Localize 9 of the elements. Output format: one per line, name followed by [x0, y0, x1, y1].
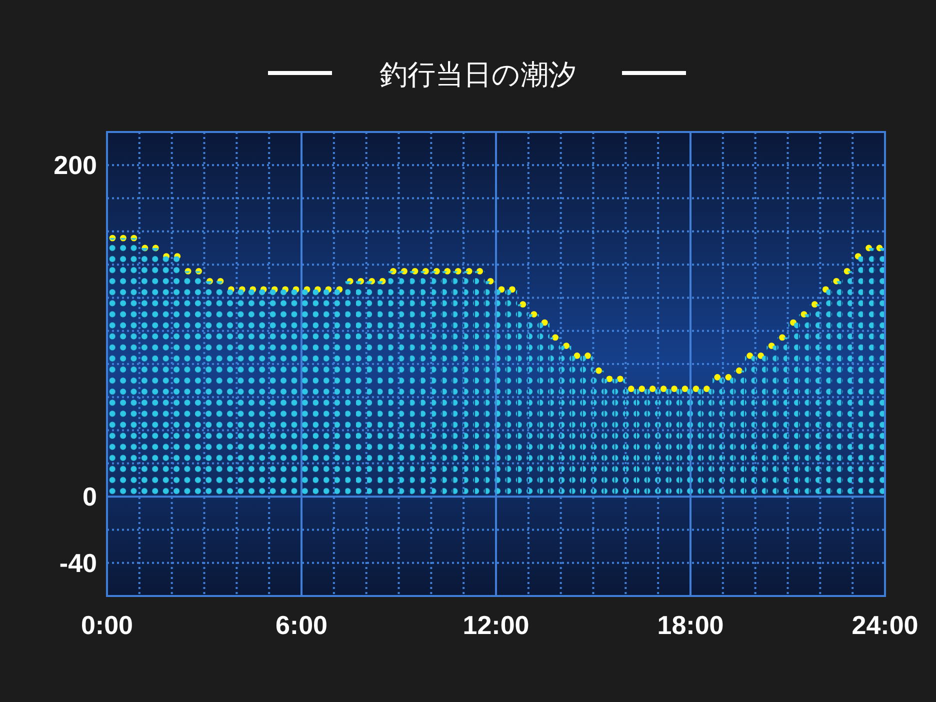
y-tick-label: -40 — [59, 548, 97, 578]
x-tick-label: 6:00 — [275, 610, 328, 640]
y-tick-label: 200 — [54, 150, 97, 180]
x-tick-label: 18:00 — [657, 610, 724, 640]
x-tick-label: 0:00 — [80, 610, 134, 640]
y-tick-label: 0 — [82, 482, 97, 512]
chart-title: 釣行当日の潮汐 — [380, 59, 576, 90]
x-tick-label: 12:00 — [462, 610, 530, 640]
x-tick-label: 24:00 — [852, 610, 918, 640]
